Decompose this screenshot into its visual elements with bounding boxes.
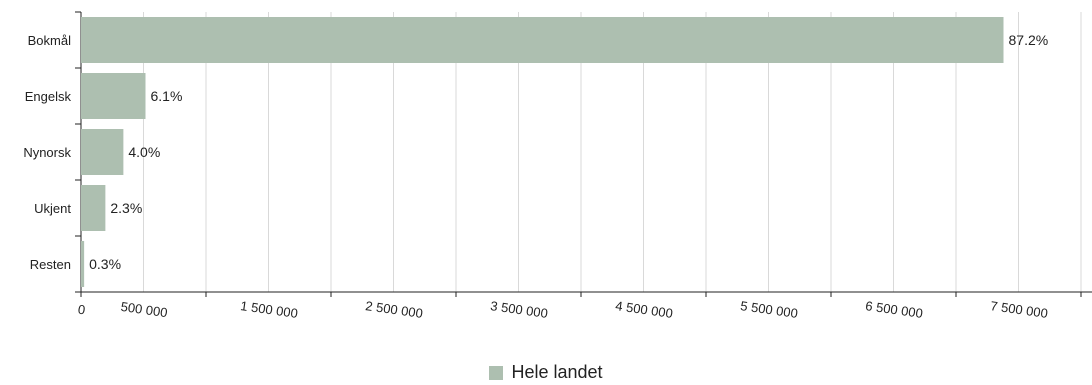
data-label: 0.3% <box>89 256 121 272</box>
data-label: 87.2% <box>1009 32 1049 48</box>
legend-swatch <box>489 365 504 380</box>
category-label: Resten <box>30 257 71 272</box>
data-label: 6.1% <box>151 88 183 104</box>
x-tick-label: 5 500 000 <box>739 298 798 321</box>
x-tick-label: 7 500 000 <box>989 298 1048 321</box>
category-label: Ukjent <box>34 201 71 216</box>
category-label: Nynorsk <box>23 145 71 160</box>
legend-item-hele-landet[interactable]: Hele landet <box>489 362 603 383</box>
bar <box>81 17 1004 63</box>
x-tick-label: 1 500 000 <box>239 298 298 321</box>
bar <box>81 73 146 119</box>
x-tick-label: 4 500 000 <box>614 298 673 321</box>
category-label: Engelsk <box>25 89 72 104</box>
legend-label: Hele landet <box>511 362 603 382</box>
bar <box>81 185 106 231</box>
data-label: 4.0% <box>128 144 160 160</box>
x-tick-label: 2 500 000 <box>364 298 423 321</box>
bar <box>81 241 85 287</box>
legend: Hele landet <box>0 362 1092 385</box>
data-label: 2.3% <box>110 200 142 216</box>
bar <box>81 129 124 175</box>
x-tick-label: 3 500 000 <box>489 298 548 321</box>
x-tick-label: 0 <box>77 302 86 318</box>
x-tick-label: 500 000 <box>120 299 169 320</box>
x-tick-label: 6 500 000 <box>864 298 923 321</box>
category-label: Bokmål <box>28 33 71 48</box>
